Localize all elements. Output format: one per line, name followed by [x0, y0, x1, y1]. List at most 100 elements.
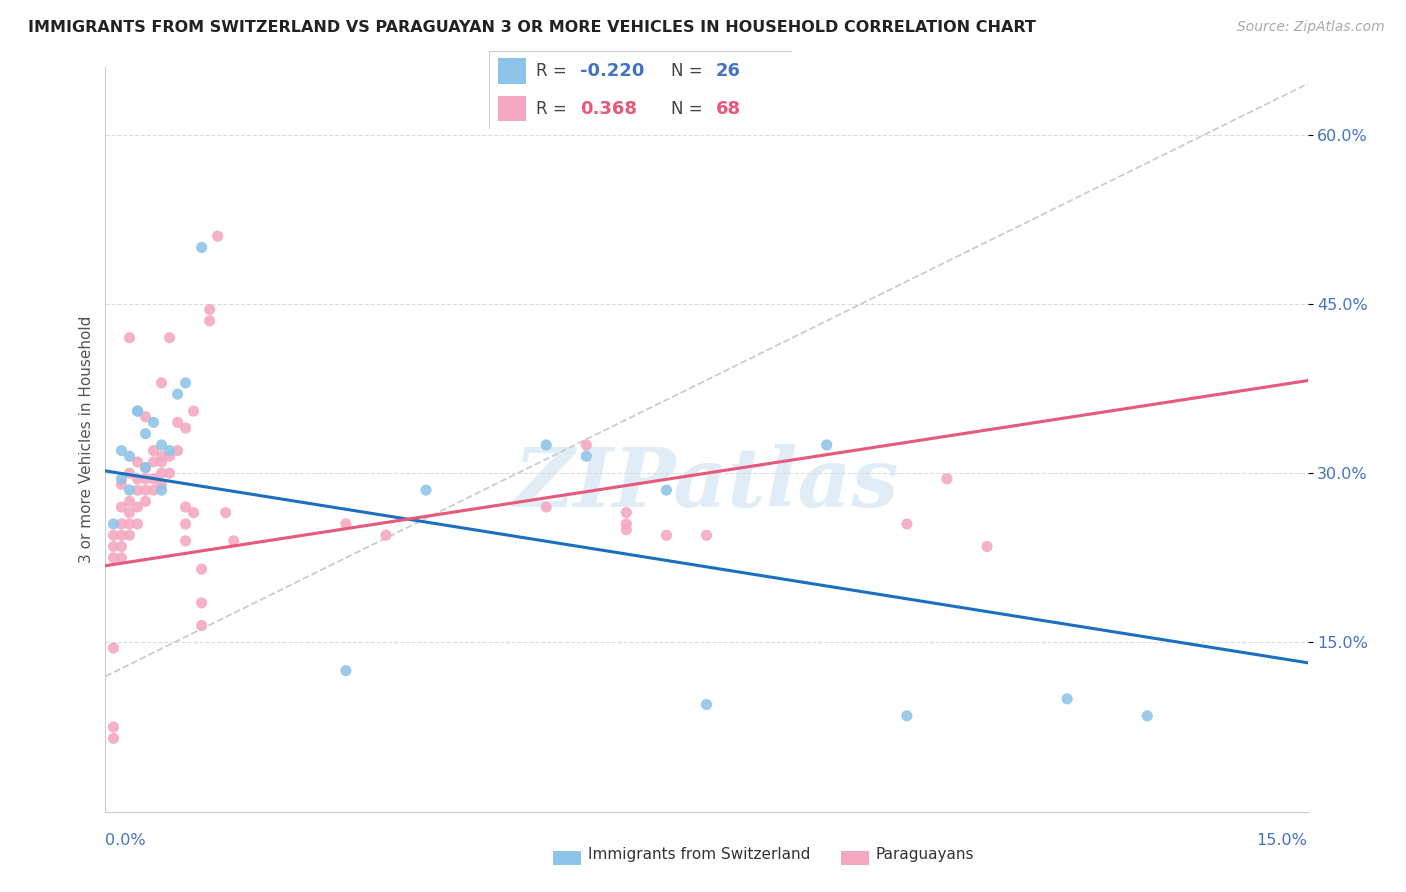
- Point: [135, 483, 157, 497]
- Point: [103, 550, 125, 565]
- Point: [183, 404, 205, 418]
- Point: [655, 483, 678, 497]
- Point: [110, 443, 132, 458]
- Point: [135, 460, 157, 475]
- Text: -0.220: -0.220: [579, 62, 644, 80]
- FancyBboxPatch shape: [489, 51, 792, 129]
- Point: [150, 466, 173, 480]
- Text: 68: 68: [716, 100, 741, 118]
- Point: [374, 528, 398, 542]
- Point: [135, 426, 157, 441]
- Point: [616, 506, 638, 520]
- Point: [976, 540, 998, 554]
- Point: [166, 416, 188, 430]
- Point: [127, 472, 149, 486]
- Point: [150, 455, 173, 469]
- Point: [166, 443, 188, 458]
- FancyBboxPatch shape: [553, 851, 581, 865]
- Point: [616, 523, 638, 537]
- Point: [655, 528, 678, 542]
- Point: [118, 494, 141, 508]
- Point: [127, 516, 149, 531]
- Point: [142, 416, 165, 430]
- Text: Immigrants from Switzerland: Immigrants from Switzerland: [588, 847, 810, 862]
- Point: [118, 449, 141, 463]
- Text: N =: N =: [671, 62, 707, 80]
- Point: [198, 314, 221, 328]
- Point: [335, 516, 357, 531]
- Point: [190, 618, 212, 632]
- Text: Source: ZipAtlas.com: Source: ZipAtlas.com: [1237, 20, 1385, 34]
- Point: [534, 438, 557, 452]
- Point: [190, 240, 212, 254]
- Point: [110, 472, 132, 486]
- Y-axis label: 3 or more Vehicles in Household: 3 or more Vehicles in Household: [79, 316, 94, 563]
- Point: [118, 483, 141, 497]
- Point: [150, 449, 173, 463]
- Point: [103, 641, 125, 656]
- Point: [696, 528, 718, 542]
- Point: [207, 229, 229, 244]
- Point: [103, 731, 125, 746]
- Point: [150, 483, 173, 497]
- Point: [575, 449, 598, 463]
- Point: [174, 376, 197, 390]
- Text: Paraguayans: Paraguayans: [876, 847, 974, 862]
- Point: [190, 596, 212, 610]
- Point: [415, 483, 437, 497]
- Text: 0.0%: 0.0%: [105, 833, 146, 847]
- Point: [936, 472, 959, 486]
- FancyBboxPatch shape: [498, 95, 526, 121]
- Text: 15.0%: 15.0%: [1257, 833, 1308, 847]
- Point: [198, 302, 221, 317]
- Point: [174, 533, 197, 548]
- Text: IMMIGRANTS FROM SWITZERLAND VS PARAGUAYAN 3 OR MORE VEHICLES IN HOUSEHOLD CORREL: IMMIGRANTS FROM SWITZERLAND VS PARAGUAYA…: [28, 20, 1036, 35]
- Point: [1136, 708, 1159, 723]
- Point: [174, 421, 197, 435]
- Point: [150, 438, 173, 452]
- Point: [174, 516, 197, 531]
- Point: [150, 376, 173, 390]
- Point: [118, 331, 141, 345]
- Point: [575, 438, 598, 452]
- Text: 0.368: 0.368: [579, 100, 637, 118]
- FancyBboxPatch shape: [841, 851, 869, 865]
- Point: [1056, 691, 1078, 706]
- Point: [159, 331, 181, 345]
- Point: [696, 698, 718, 712]
- Point: [222, 533, 245, 548]
- Point: [110, 550, 132, 565]
- FancyBboxPatch shape: [498, 58, 526, 84]
- Point: [127, 455, 149, 469]
- Point: [174, 500, 197, 514]
- Point: [159, 466, 181, 480]
- Point: [142, 472, 165, 486]
- Point: [110, 500, 132, 514]
- Point: [150, 477, 173, 491]
- Point: [183, 506, 205, 520]
- Point: [118, 516, 141, 531]
- Point: [214, 506, 236, 520]
- Point: [135, 409, 157, 424]
- Point: [142, 443, 165, 458]
- Point: [616, 516, 638, 531]
- Point: [135, 460, 157, 475]
- Point: [127, 404, 149, 418]
- Point: [118, 506, 141, 520]
- Point: [110, 528, 132, 542]
- Point: [190, 562, 212, 576]
- Point: [534, 500, 557, 514]
- Point: [103, 528, 125, 542]
- Point: [103, 540, 125, 554]
- Point: [103, 516, 125, 531]
- Point: [135, 472, 157, 486]
- Point: [135, 494, 157, 508]
- Point: [159, 449, 181, 463]
- Text: N =: N =: [671, 100, 707, 118]
- Point: [110, 516, 132, 531]
- Text: R =: R =: [536, 62, 572, 80]
- Point: [110, 540, 132, 554]
- Point: [166, 387, 188, 401]
- Point: [142, 483, 165, 497]
- Point: [127, 404, 149, 418]
